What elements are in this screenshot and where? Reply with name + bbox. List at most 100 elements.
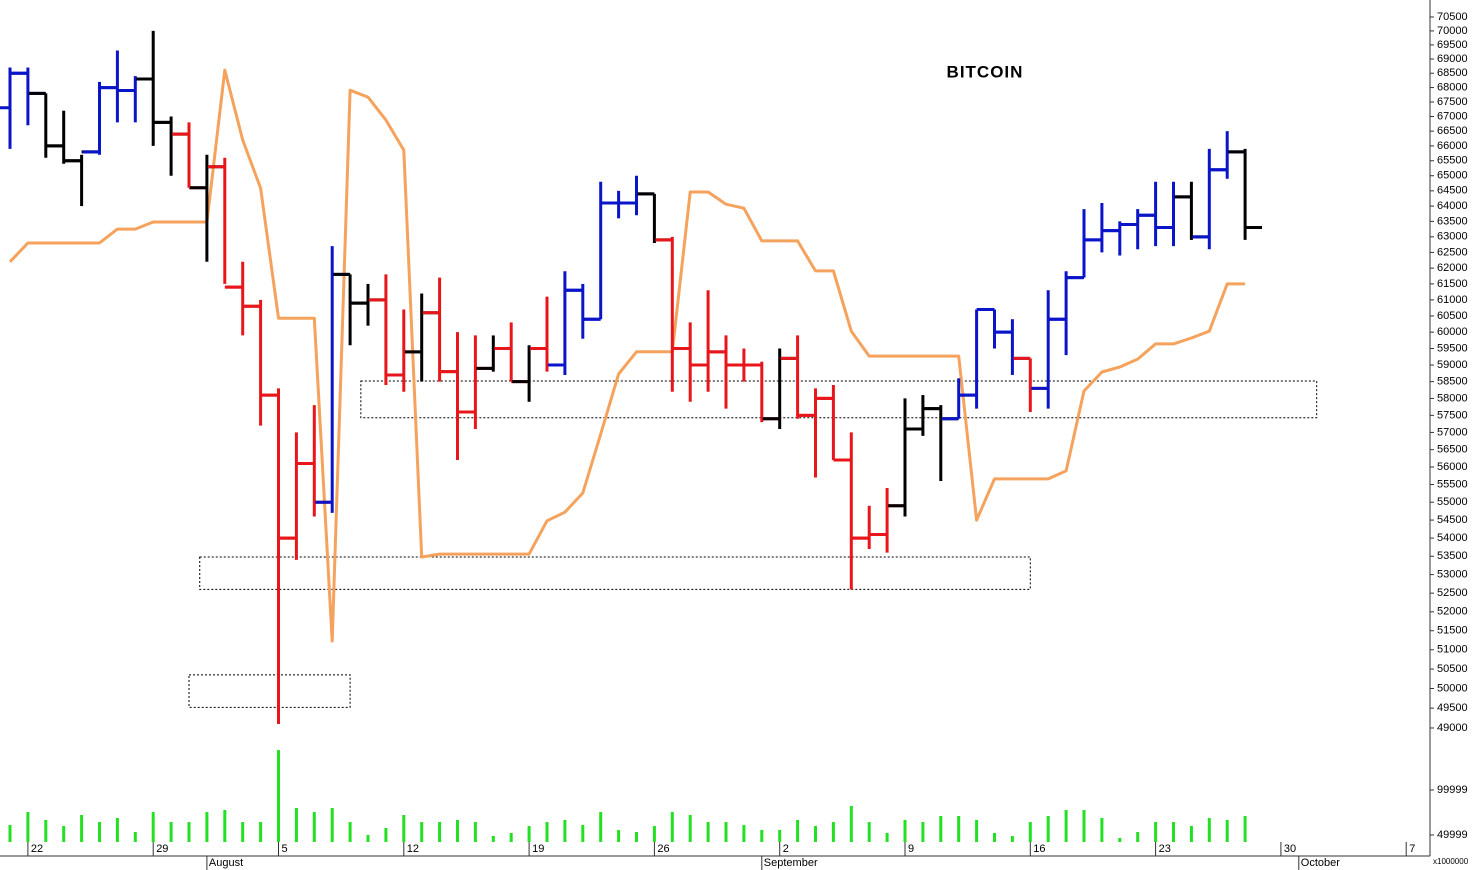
y-tick-label: 56000 bbox=[1437, 461, 1468, 473]
y-tick-label: 51000 bbox=[1437, 644, 1468, 656]
volume-bar bbox=[796, 819, 800, 842]
y-tick-label: 50000 bbox=[1437, 682, 1468, 694]
y-tick-label: 60500 bbox=[1437, 310, 1468, 322]
volume-bar bbox=[867, 822, 871, 842]
y-tick-label: 52500 bbox=[1437, 587, 1468, 599]
volume-tick-label: 49999 bbox=[1437, 829, 1468, 841]
y-tick-label: 66000 bbox=[1437, 140, 1468, 152]
volume-bar bbox=[1046, 816, 1050, 842]
stop-line bbox=[8, 68, 1246, 643]
volume-bar bbox=[1225, 819, 1229, 842]
volume-bar bbox=[670, 812, 674, 842]
volume-bar bbox=[491, 835, 495, 842]
volume-bar bbox=[1028, 822, 1032, 842]
volume-bar bbox=[98, 822, 101, 842]
volume-bar bbox=[993, 833, 996, 842]
y-tick-label: 55000 bbox=[1437, 496, 1468, 508]
volume-bar bbox=[885, 833, 889, 842]
y-tick-label: 68000 bbox=[1437, 81, 1468, 93]
volume-bar bbox=[688, 815, 692, 842]
volume-bar bbox=[724, 822, 728, 842]
volume-bar bbox=[473, 822, 477, 842]
month-label: September bbox=[764, 857, 818, 869]
volume-bar bbox=[187, 822, 191, 842]
volume-bar bbox=[133, 832, 137, 842]
volume-bar bbox=[312, 812, 316, 842]
y-tick-label: 49500 bbox=[1437, 702, 1468, 714]
y-tick-label: 57000 bbox=[1437, 426, 1468, 438]
y-tick-label: 53500 bbox=[1437, 550, 1468, 562]
volume-bar bbox=[26, 812, 30, 842]
volume-bar bbox=[420, 822, 424, 842]
y-tick-label: 65000 bbox=[1437, 170, 1468, 182]
volume-bar bbox=[814, 825, 817, 842]
y-tick-label: 56500 bbox=[1437, 444, 1468, 456]
volume-bar bbox=[1172, 822, 1175, 842]
month-label: October bbox=[1301, 857, 1340, 869]
x-tick-label: 23 bbox=[1159, 843, 1171, 855]
y-tick-label: 49000 bbox=[1437, 722, 1468, 734]
volume-bar bbox=[384, 827, 388, 842]
volume-bar bbox=[294, 807, 298, 842]
chart-title: BITCOIN bbox=[947, 62, 1024, 81]
y-tick-label: 51500 bbox=[1437, 625, 1468, 637]
volume-unit-label: x1000000 bbox=[1433, 857, 1469, 866]
volume-bar bbox=[44, 819, 48, 842]
y-tick-label: 64000 bbox=[1437, 200, 1468, 212]
y-tick-label: 59500 bbox=[1437, 342, 1468, 354]
volume-bar bbox=[259, 822, 263, 842]
volume-bar bbox=[563, 819, 567, 842]
y-tick-label: 70500 bbox=[1437, 11, 1468, 23]
volume-bar bbox=[921, 822, 925, 842]
volume-bar bbox=[527, 825, 531, 842]
y-tick-label: 63500 bbox=[1437, 215, 1468, 227]
y-tick-label: 54500 bbox=[1437, 514, 1468, 526]
volume-bar bbox=[366, 834, 370, 842]
volume-bar bbox=[348, 822, 352, 842]
volume-bar bbox=[581, 824, 585, 842]
volume-bar bbox=[975, 819, 979, 842]
volume-bar bbox=[456, 819, 459, 842]
volume-bar bbox=[1154, 822, 1158, 842]
y-tick-label: 61500 bbox=[1437, 278, 1468, 290]
volume-bar bbox=[277, 750, 280, 842]
y-tick-label: 52000 bbox=[1437, 606, 1468, 618]
volume-bar bbox=[169, 822, 173, 842]
volume-bar bbox=[831, 822, 835, 842]
x-tick-label: 12 bbox=[407, 843, 419, 855]
y-tick-label: 60000 bbox=[1437, 326, 1468, 338]
volume-bar bbox=[545, 822, 549, 842]
x-tick-label: 19 bbox=[532, 843, 544, 855]
y-tick-label: 62000 bbox=[1437, 262, 1468, 274]
y-tick-label: 69000 bbox=[1437, 53, 1468, 65]
volume-bar bbox=[509, 833, 513, 842]
x-tick-label: 5 bbox=[282, 843, 288, 855]
volume-bar bbox=[1207, 817, 1211, 842]
y-tick-label: 64500 bbox=[1437, 185, 1468, 197]
y-tick-label: 67000 bbox=[1437, 110, 1468, 122]
price-zone bbox=[360, 380, 1318, 419]
volume-bar bbox=[1100, 817, 1104, 842]
x-tick-label: 7 bbox=[1409, 843, 1415, 855]
volume-bar bbox=[706, 822, 710, 842]
volume-bar bbox=[742, 824, 746, 842]
y-tick-label: 50500 bbox=[1437, 663, 1468, 675]
volume-bar bbox=[1082, 809, 1086, 842]
volume-bar bbox=[1189, 825, 1193, 842]
volume-bar bbox=[957, 816, 961, 842]
volume-bar bbox=[402, 815, 406, 842]
month-label: August bbox=[209, 857, 243, 869]
x-tick-label: 26 bbox=[657, 843, 669, 855]
volume-bar bbox=[760, 829, 764, 842]
y-tick-label: 54000 bbox=[1437, 532, 1468, 544]
x-tick-label: 30 bbox=[1284, 843, 1296, 855]
y-tick-label: 67500 bbox=[1437, 96, 1468, 108]
y-tick-label: 59000 bbox=[1437, 359, 1468, 371]
y-tick-label: 68500 bbox=[1437, 67, 1468, 79]
y-tick-label: 70000 bbox=[1437, 25, 1468, 37]
y-tick-label: 65500 bbox=[1437, 155, 1468, 167]
y-tick-label: 53000 bbox=[1437, 569, 1468, 581]
volume-bar bbox=[1118, 837, 1122, 842]
x-tick-label: 9 bbox=[908, 843, 914, 855]
